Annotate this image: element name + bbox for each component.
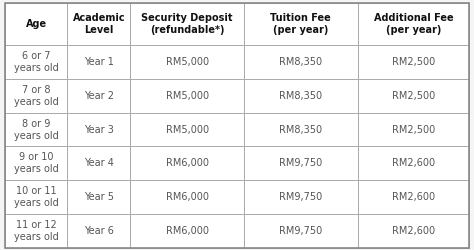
Bar (5, 46, 67, 79)
Bar (244, 180, 358, 214)
Bar (358, 146, 469, 180)
Text: 7 or 8
years old: 7 or 8 years old (14, 85, 58, 107)
Bar (67, 113, 130, 146)
Text: 10 or 11
years old: 10 or 11 years old (14, 186, 58, 208)
Bar (130, 2, 244, 46)
Text: 9 or 10
years old: 9 or 10 years old (14, 152, 58, 174)
Text: Year 3: Year 3 (84, 124, 114, 134)
Bar (244, 214, 358, 248)
Bar (244, 79, 358, 113)
Bar (130, 46, 244, 79)
Bar (130, 146, 244, 180)
Text: RM8,350: RM8,350 (279, 124, 322, 134)
Text: RM5,000: RM5,000 (165, 57, 209, 67)
Text: RM6,000: RM6,000 (165, 192, 209, 202)
Bar (5, 79, 67, 113)
Bar (130, 79, 244, 113)
Bar (130, 214, 244, 248)
Bar (5, 113, 67, 146)
Text: RM2,600: RM2,600 (392, 158, 435, 168)
Bar (244, 46, 358, 79)
Bar (358, 2, 469, 46)
Bar (130, 180, 244, 214)
Bar (244, 113, 358, 146)
Text: RM8,350: RM8,350 (279, 57, 322, 67)
Bar (67, 146, 130, 180)
Bar (67, 214, 130, 248)
Text: Year 5: Year 5 (84, 192, 114, 202)
Text: 8 or 9
years old: 8 or 9 years old (14, 118, 58, 141)
Text: 11 or 12
years old: 11 or 12 years old (14, 220, 58, 242)
Bar (67, 2, 130, 46)
Text: RM9,750: RM9,750 (279, 192, 322, 202)
Bar (5, 214, 67, 248)
Text: RM6,000: RM6,000 (165, 226, 209, 236)
Text: Year 4: Year 4 (84, 158, 114, 168)
Text: RM2,500: RM2,500 (392, 91, 435, 101)
Text: Security Deposit
(refundable*): Security Deposit (refundable*) (141, 13, 233, 35)
Bar (67, 180, 130, 214)
Text: RM8,350: RM8,350 (279, 91, 322, 101)
Bar (358, 79, 469, 113)
Bar (358, 46, 469, 79)
Text: Tuition Fee
(per year): Tuition Fee (per year) (271, 13, 331, 35)
Text: RM9,750: RM9,750 (279, 158, 322, 168)
Bar (5, 180, 67, 214)
Bar (358, 113, 469, 146)
Text: RM2,500: RM2,500 (392, 124, 435, 134)
Text: 6 or 7
years old: 6 or 7 years old (14, 51, 58, 73)
Text: Age: Age (26, 19, 46, 29)
Text: RM2,600: RM2,600 (392, 226, 435, 236)
Text: RM6,000: RM6,000 (165, 158, 209, 168)
Bar (358, 214, 469, 248)
Text: Additional Fee
(per year): Additional Fee (per year) (374, 13, 453, 35)
Text: RM5,000: RM5,000 (165, 91, 209, 101)
Text: Year 6: Year 6 (84, 226, 114, 236)
Bar (358, 180, 469, 214)
Bar (67, 79, 130, 113)
Bar (130, 113, 244, 146)
Text: RM9,750: RM9,750 (279, 226, 322, 236)
Text: RM5,000: RM5,000 (165, 124, 209, 134)
Text: RM2,500: RM2,500 (392, 57, 435, 67)
Bar (67, 46, 130, 79)
Text: Year 1: Year 1 (84, 57, 114, 67)
Bar (244, 2, 358, 46)
Bar (5, 2, 67, 46)
Bar (5, 146, 67, 180)
Text: RM2,600: RM2,600 (392, 192, 435, 202)
Bar (244, 146, 358, 180)
Text: Year 2: Year 2 (84, 91, 114, 101)
Text: Academic
Level: Academic Level (73, 13, 125, 35)
